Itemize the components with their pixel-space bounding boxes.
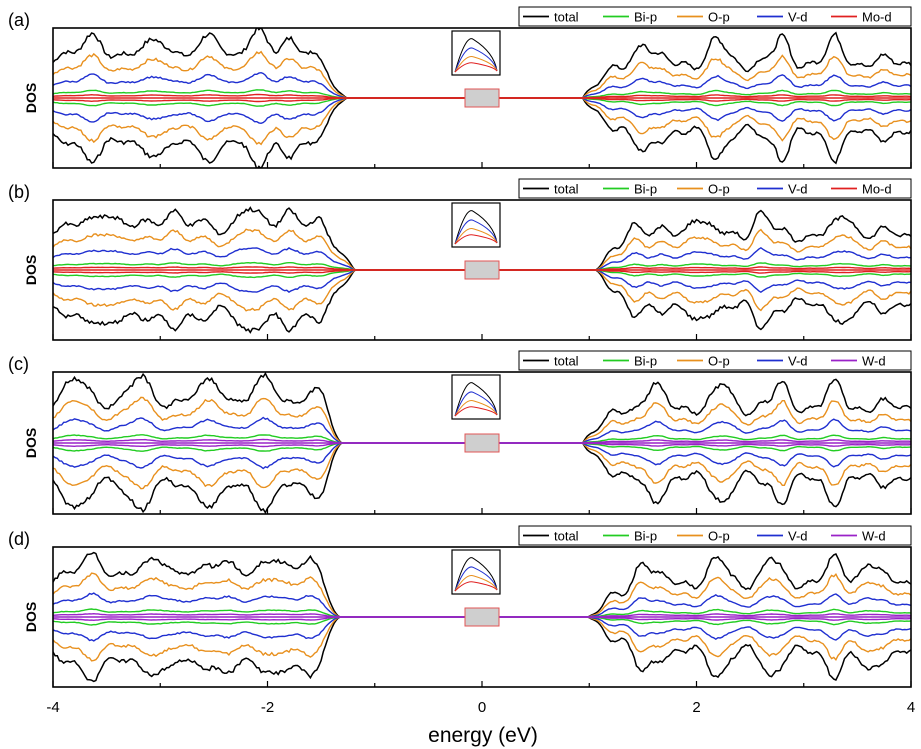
panel-label: (b) — [8, 182, 30, 202]
svg-text:V-d: V-d — [788, 182, 808, 197]
legend-item-mo-d: Mo-d — [831, 182, 892, 197]
legend-item-mo-d: Mo-d — [831, 10, 892, 25]
inset-curve-o-p — [454, 227, 498, 245]
inset-curve-total — [454, 38, 498, 73]
series-total-spin-down — [53, 442, 911, 514]
legend-item-total: total — [523, 354, 579, 369]
svg-text:Mo-d: Mo-d — [862, 10, 892, 25]
zoom-inset — [451, 374, 501, 420]
series-total-spin-down — [53, 97, 911, 168]
legend-item-total: total — [523, 529, 579, 544]
panel-label: (a) — [8, 10, 30, 30]
inset-curve-mo-d — [454, 406, 498, 417]
panel-2: (b) DOS total Bi-p O-p V-d Mo-d — [8, 178, 912, 341]
fermi-highlight — [464, 88, 500, 108]
inset-curve-o-p — [454, 399, 498, 417]
zoom-inset — [451, 202, 501, 248]
svg-text:total: total — [554, 354, 579, 369]
inset-curve-o-p — [454, 55, 498, 73]
panels-group: (a) DOS total Bi-p O-p V-d Mo-d (b) DOS total Bi-p… — [8, 6, 912, 688]
x-axis: -4 -2 0 2 4 — [46, 699, 915, 716]
legend: total Bi-p O-p V-d Mo-d — [518, 178, 912, 199]
legend-item-w-d: W-d — [831, 354, 886, 369]
inset-curve-o-p — [454, 574, 498, 592]
x-axis-label: energy (eV) — [428, 724, 538, 747]
legend-item-v-d: V-d — [757, 529, 808, 544]
y-axis-label: DOS — [23, 428, 39, 458]
y-axis-label: DOS — [23, 83, 39, 113]
svg-text:Mo-d: Mo-d — [862, 182, 892, 197]
inset-curve-total — [454, 382, 498, 417]
inset-curve-v-d — [454, 391, 498, 417]
x-tick-label: 4 — [907, 699, 915, 716]
x-tick-label: -4 — [46, 699, 59, 716]
fermi-highlight — [464, 433, 500, 453]
svg-text:total: total — [554, 10, 579, 25]
legend-item-o-p: O-p — [677, 182, 730, 197]
inset-curve-mo-d — [454, 581, 498, 592]
svg-text:Bi-p: Bi-p — [634, 354, 657, 369]
zoom-inset — [451, 549, 501, 595]
y-axis-label: DOS — [23, 602, 39, 632]
y-axis-label: DOS — [23, 255, 39, 285]
svg-text:total: total — [554, 182, 579, 197]
svg-text:O-p: O-p — [708, 182, 730, 197]
svg-text:V-d: V-d — [788, 10, 808, 25]
legend-item-v-d: V-d — [757, 182, 808, 197]
inset-curve-mo-d — [454, 62, 498, 73]
legend-item-o-p: O-p — [677, 10, 730, 25]
x-tick-label: 2 — [692, 699, 700, 716]
legend-item-v-d: V-d — [757, 354, 808, 369]
fermi-highlight — [464, 607, 500, 627]
svg-text:total: total — [554, 529, 579, 544]
panel-3: (c) DOS total Bi-p O-p V-d W-d — [8, 350, 912, 515]
svg-text:W-d: W-d — [862, 529, 886, 544]
inset-curve-v-d — [454, 566, 498, 592]
legend-item-bi-p: Bi-p — [603, 182, 657, 197]
x-tick-label: 0 — [478, 699, 486, 716]
legend-item-bi-p: Bi-p — [603, 10, 657, 25]
legend: total Bi-p O-p V-d W-d — [518, 525, 912, 546]
inset-curve-mo-d — [454, 234, 498, 245]
svg-text:V-d: V-d — [788, 354, 808, 369]
legend: total Bi-p O-p V-d Mo-d — [518, 6, 912, 27]
x-tick-label: -2 — [261, 699, 274, 716]
svg-text:W-d: W-d — [862, 354, 886, 369]
inset-curve-v-d — [454, 219, 498, 245]
panel-label: (c) — [8, 354, 29, 374]
legend-item-v-d: V-d — [757, 10, 808, 25]
svg-text:O-p: O-p — [708, 10, 730, 25]
svg-text:Bi-p: Bi-p — [634, 529, 657, 544]
inset-curve-total — [454, 210, 498, 245]
legend-item-o-p: O-p — [677, 354, 730, 369]
fermi-highlight — [464, 260, 500, 280]
legend-item-total: total — [523, 182, 579, 197]
svg-text:Bi-p: Bi-p — [634, 182, 657, 197]
legend-item-bi-p: Bi-p — [603, 354, 657, 369]
svg-text:O-p: O-p — [708, 354, 730, 369]
legend-item-bi-p: Bi-p — [603, 529, 657, 544]
panel-1: (a) DOS total Bi-p O-p V-d Mo-d — [8, 6, 912, 169]
inset-curve-v-d — [454, 47, 498, 73]
inset-curve-total — [454, 557, 498, 592]
svg-text:V-d: V-d — [788, 529, 808, 544]
panel-label: (d) — [8, 529, 30, 549]
legend: total Bi-p O-p V-d W-d — [518, 350, 912, 371]
panel-4: (d) DOS total Bi-p O-p V-d W-d — [8, 525, 912, 688]
legend-item-o-p: O-p — [677, 529, 730, 544]
legend-item-w-d: W-d — [831, 529, 886, 544]
svg-text:O-p: O-p — [708, 529, 730, 544]
zoom-inset — [451, 30, 501, 76]
legend-item-total: total — [523, 10, 579, 25]
svg-text:Bi-p: Bi-p — [634, 10, 657, 25]
